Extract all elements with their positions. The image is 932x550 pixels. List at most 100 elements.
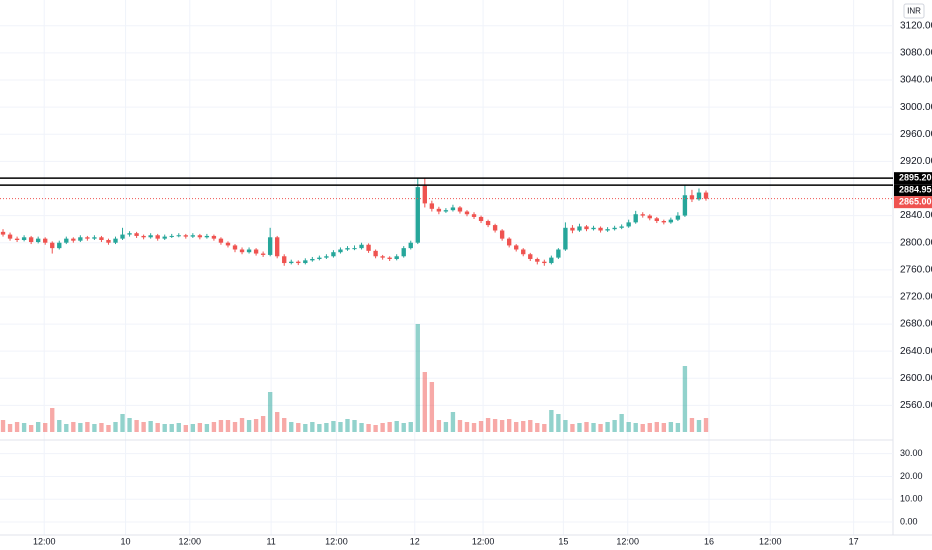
candle-body [183,235,188,237]
y-tick-label: 3040.00 [900,75,932,86]
volume-bar [64,424,69,432]
candle-body [514,245,519,250]
volume-bar [275,412,280,432]
candle-body [535,258,540,262]
candle-body [380,256,385,258]
candle-body [612,227,617,230]
currency-label: INR [907,7,921,16]
candle-body [162,236,167,239]
candle-body [366,244,371,251]
candle-body [492,225,498,231]
volume-bar [211,422,217,432]
candle-body [0,231,6,235]
x-tick-label: 11 [266,536,275,546]
candle-body [324,256,329,258]
volume-bar [387,422,392,432]
y-tick-label: 3080.00 [900,48,932,59]
volume-bar [190,424,196,432]
candle-body [232,245,238,250]
price-tag [894,172,932,185]
candle-body [528,254,533,259]
volume-bar [345,419,350,432]
candle-body [471,214,477,217]
volume-bar [577,423,582,432]
volume-bar [310,422,315,432]
candle-body [422,185,427,204]
lower-tick-label: 30.00 [900,448,923,458]
y-tick-label: 2840.00 [900,210,932,221]
volume-bar [668,422,674,432]
candle-body [640,214,645,216]
candle-body [331,252,336,257]
volume-bar [92,424,97,432]
candle-body [99,237,104,240]
volume-bar [141,422,146,432]
volume-bar [591,423,596,432]
candle-body [485,221,491,226]
volume-bar [225,420,231,432]
volume-bar [478,421,484,432]
volume-bar [394,421,399,432]
candle-body [703,192,709,199]
y-tick-label: 2920.00 [900,156,932,167]
candle-body [591,227,596,230]
volume-bar [549,410,554,432]
volume-bar [331,421,336,432]
candle-body [521,249,526,255]
candle-body [120,234,125,239]
volume-bar [28,425,34,432]
currency-badge[interactable] [903,3,925,19]
volume-bar [359,423,364,432]
candle-body [239,249,245,253]
volume-bar [514,422,519,432]
y-tick-label: 3120.00 [900,20,932,31]
volume-bar [78,423,83,432]
price-tag-label: 2865.00 [899,197,932,207]
volume-bar [296,423,301,432]
candle-body [689,195,695,200]
price-tag-label: 2884.95 [899,185,932,195]
candle-body [28,237,34,243]
volume-bar [253,419,259,432]
y-tick-label: 2640.00 [900,346,932,357]
lower-tick-label: 0.00 [900,516,918,526]
candle-body [7,234,13,239]
x-tick-label: 12:00 [33,536,56,546]
volume-bar [246,420,252,432]
lower-tick-label: 20.00 [900,471,923,481]
volume-bar [626,422,631,432]
volume-bar [85,422,90,432]
price-tag [894,184,932,197]
candle-body [317,257,322,259]
y-tick-label: 2560.00 [900,400,932,411]
volume-bar [542,424,547,432]
volume-bar [155,423,160,432]
candle-body [78,237,83,241]
volume-bar [43,423,48,432]
x-tick-label: 17 [849,536,859,546]
volume-bar [218,420,224,432]
candle-body [436,208,442,212]
candle-body [605,229,610,231]
volume-bar [35,422,41,432]
candle-body [148,235,153,238]
volume-bar [436,420,442,432]
candle-body [106,240,111,243]
candle-body [190,235,196,237]
volume-bar [640,424,645,432]
candle-body [682,195,688,216]
volume-bar [282,418,287,432]
candle-body [92,237,97,239]
candle-body [35,238,41,243]
candle-body [204,235,210,238]
x-tick-label: 10 [121,536,131,546]
volume-bar [450,412,456,432]
volume-bar [99,423,104,432]
volume-bar [471,423,477,432]
grid [0,0,893,535]
candle-body [443,210,449,212]
x-tick-label: 16 [704,536,714,546]
volume-bar [556,414,561,432]
volume-bar [654,422,659,432]
